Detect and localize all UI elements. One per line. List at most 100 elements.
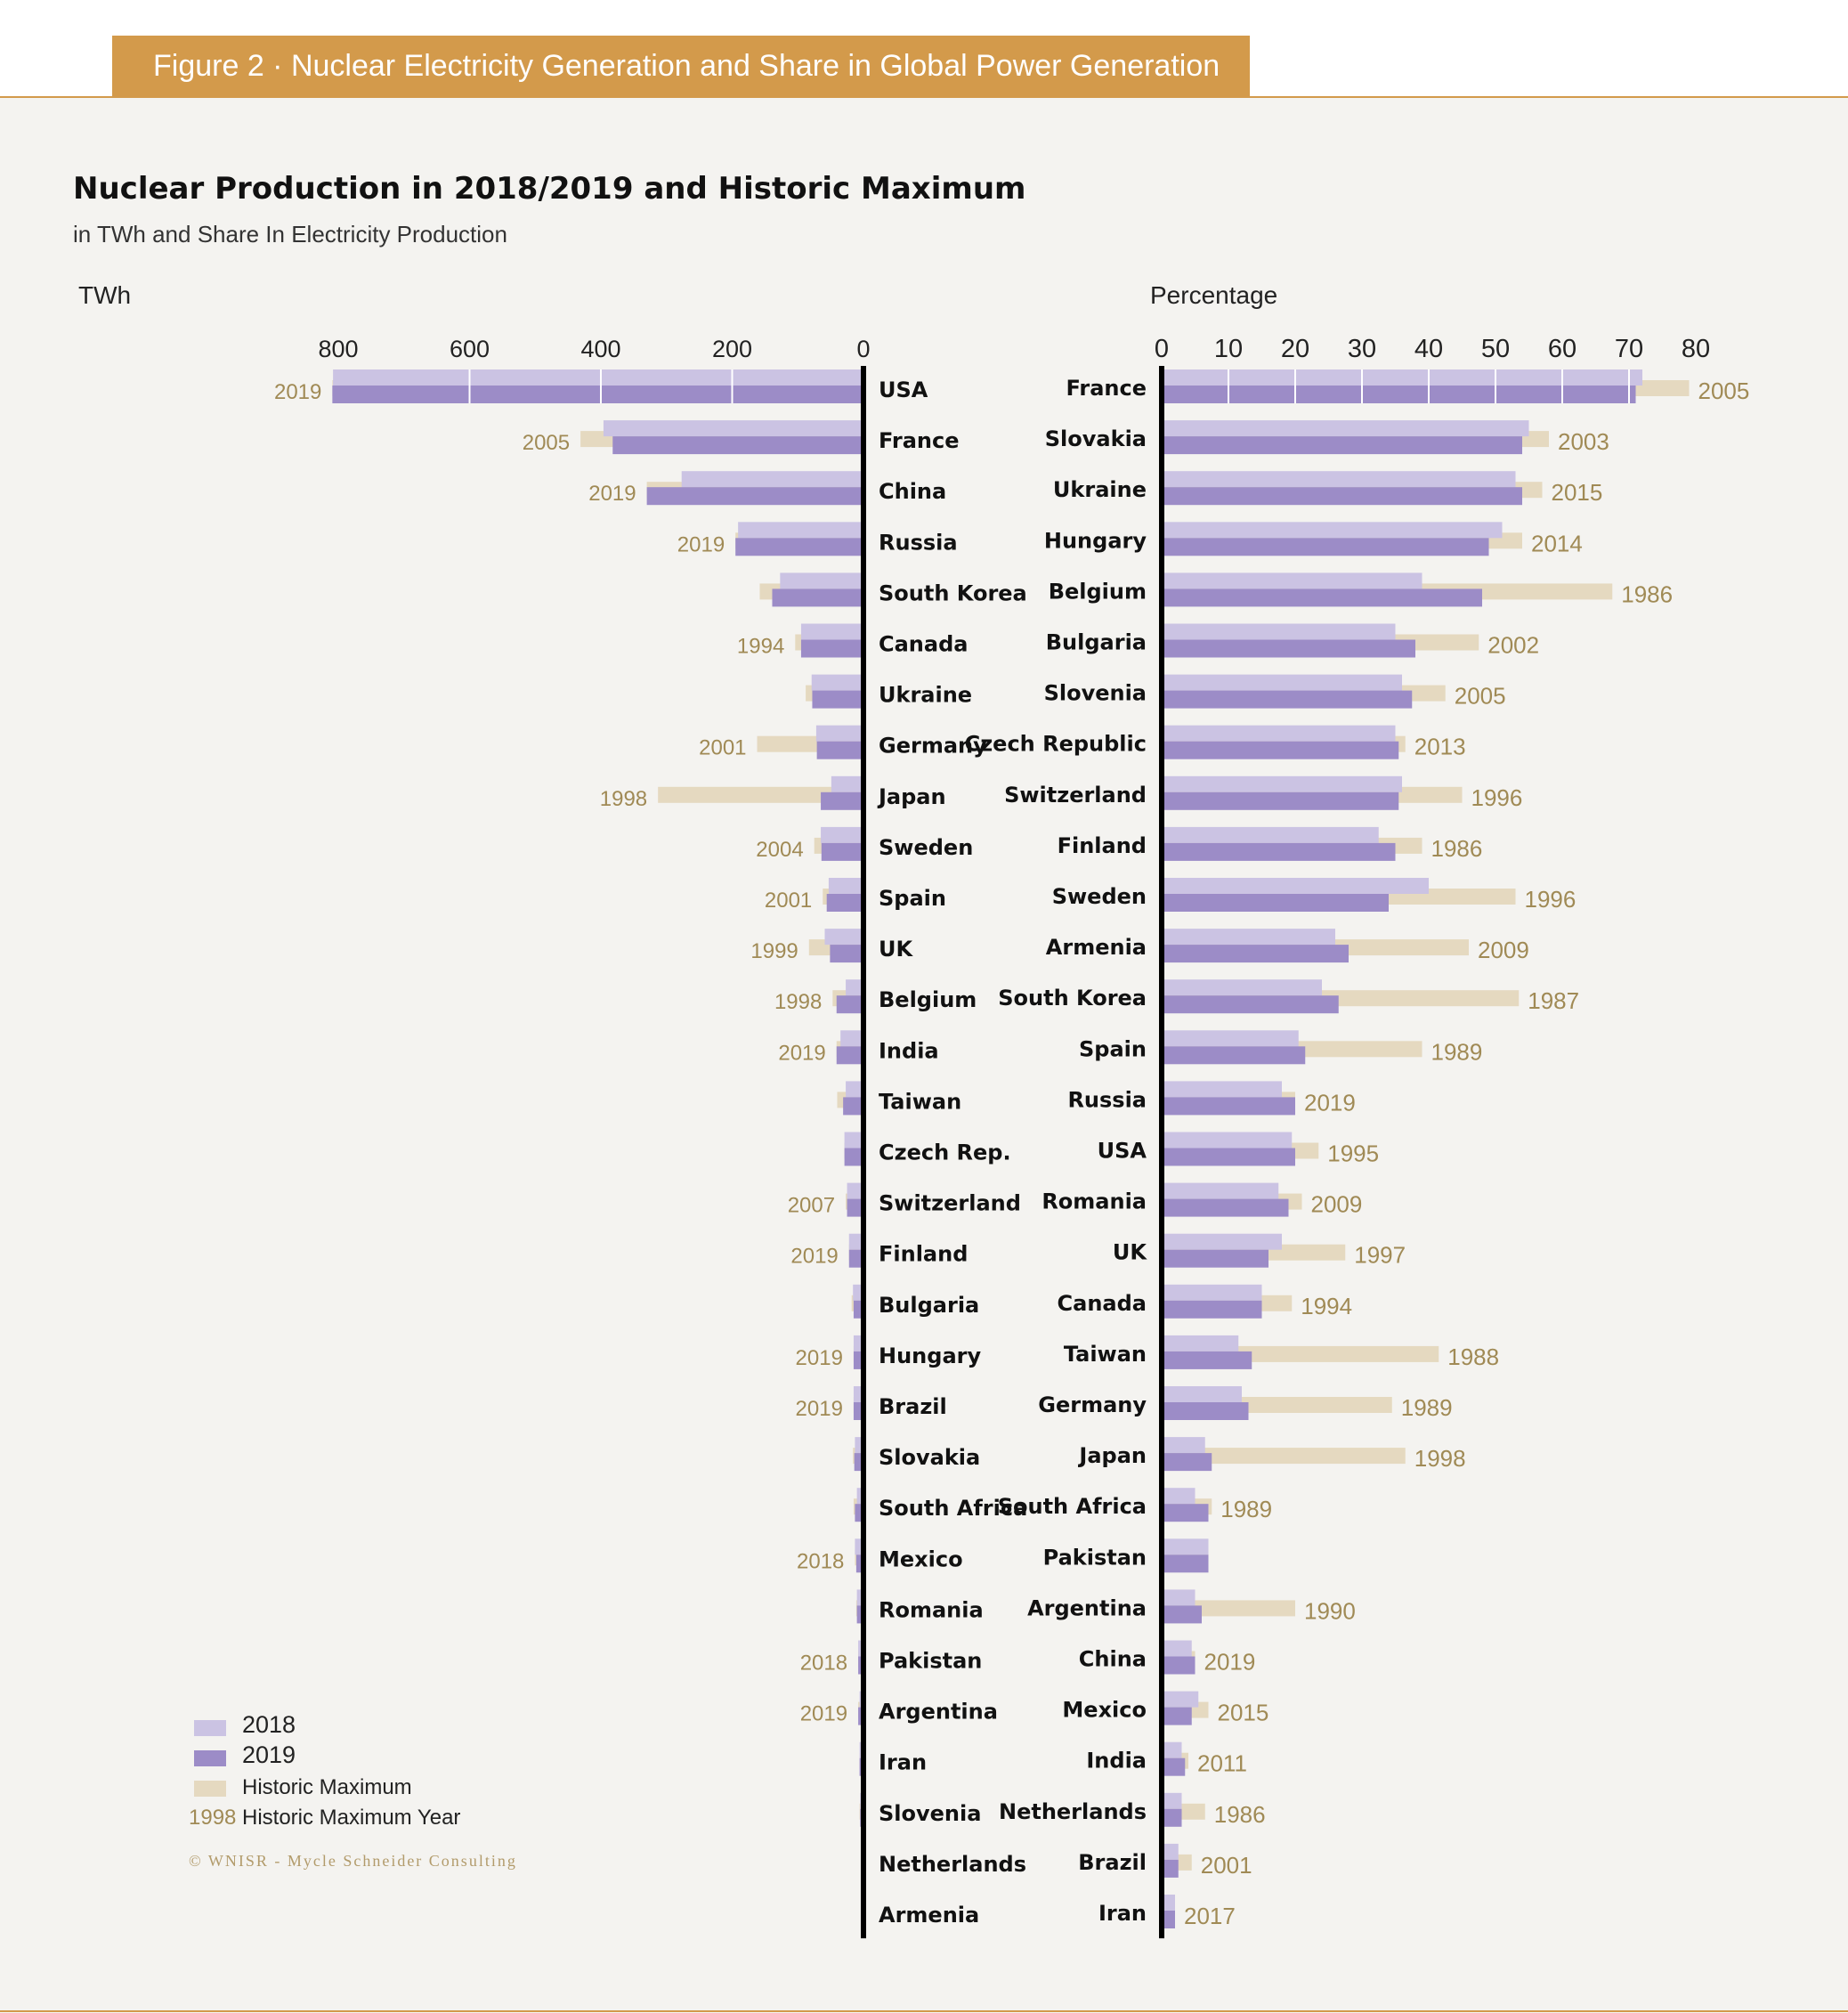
bar-2019-spain [826, 894, 863, 912]
bar-2019-india [836, 1046, 863, 1065]
country-label-pct-netherlands: Netherlands [999, 1799, 1147, 1824]
country-label-pct-france: France [1066, 376, 1147, 401]
country-label-pct-pakistan: Pakistan [1043, 1545, 1147, 1570]
bar-2019-brazil [853, 1402, 863, 1420]
year-label-pct-slovenia: 2005 [1455, 683, 1506, 710]
bar-2019-taiwan [843, 1097, 863, 1116]
bar-2018-slovakia [855, 1437, 863, 1454]
country-label-twh-uk: UK [879, 937, 913, 962]
year-label-twh-switzerland: 2007 [788, 1194, 835, 1218]
country-label-twh-germany: Germany [879, 734, 987, 759]
country-label-twh-china: China [879, 479, 946, 504]
bar-2018-south-africa [856, 1488, 863, 1505]
bar-2018-mexico [855, 1538, 863, 1555]
bar-2018-belgium [846, 979, 863, 996]
country-label-pct-armenia: Armenia [1046, 935, 1147, 960]
bar-2018-india [840, 1030, 863, 1047]
country-label-twh-slovakia: Slovakia [879, 1445, 980, 1470]
tick-label-twh-600: 600 [450, 336, 490, 362]
bar-2019-south-africa [855, 1504, 863, 1522]
year-label-twh-pakistan: 2018 [800, 1652, 847, 1676]
country-label-pct-brazil: Brazil [1078, 1850, 1147, 1875]
bar-pct-2019-india [1162, 1757, 1186, 1776]
year-label-pct-ukraine: 2015 [1552, 479, 1603, 506]
year-label-pct-sweden: 1996 [1525, 886, 1576, 913]
bar-pct-2019-south-africa [1162, 1504, 1209, 1522]
bar-pct-2018-switzerland [1162, 775, 1402, 792]
year-label-twh-mexico: 2018 [797, 1549, 844, 1573]
bar-pct-2019-canada [1162, 1300, 1262, 1319]
bar-pct-2019-russia [1162, 1097, 1295, 1116]
bar-2019-uk [830, 945, 863, 963]
bar-pct-2019-brazil [1162, 1859, 1179, 1878]
bottom-rule [0, 2010, 1848, 2012]
country-label-twh-bulgaria: Bulgaria [879, 1293, 979, 1318]
country-label-twh-spain: Spain [879, 886, 946, 911]
bar-pct-2019-slovenia [1162, 690, 1413, 709]
country-label-pct-germany: Germany [1038, 1392, 1147, 1417]
year-label-twh-hungary: 2019 [796, 1346, 843, 1370]
bar-2018-uk [824, 929, 863, 946]
bar-pct-2018-japan [1162, 1437, 1205, 1454]
year-label-twh-china: 2019 [588, 482, 636, 506]
year-label-twh-finland: 2019 [790, 1245, 838, 1269]
bar-pct-2019-argentina [1162, 1605, 1202, 1624]
bar-2019-canada [800, 639, 863, 658]
year-label-twh-spain: 2001 [765, 889, 812, 913]
year-label-pct-iran: 2017 [1184, 1903, 1236, 1929]
bar-pct-2019-romania [1162, 1198, 1289, 1217]
credit: © WNISR - Mycle Schneider Consulting [189, 1852, 517, 1870]
bar-pct-2018-mexico [1162, 1691, 1199, 1708]
bar-2019-czech-rep [844, 1148, 863, 1166]
bar-pct-2018-germany [1162, 1386, 1242, 1402]
bar-pct-2018-iran [1162, 1895, 1175, 1911]
bar-pct-2018-brazil [1162, 1843, 1179, 1860]
bar-2019-russia [735, 538, 863, 556]
bar-pct-2018-india [1162, 1741, 1182, 1758]
tick-label-pct-80: 80 [1682, 335, 1710, 363]
tick-label-twh-800: 800 [318, 336, 358, 362]
legend-label-2019: 2019 [242, 1741, 296, 1768]
bar-2019-germany [816, 741, 863, 759]
country-label-twh-argentina: Argentina [879, 1700, 998, 1725]
year-label-pct-mexico: 2015 [1218, 1700, 1269, 1726]
bar-pct-2019-usa [1162, 1148, 1295, 1166]
tick-label-pct-20: 20 [1281, 335, 1309, 363]
tick-label-pct-50: 50 [1481, 335, 1510, 363]
bar-pct-2018-armenia [1162, 929, 1335, 946]
country-label-pct-sweden: Sweden [1052, 884, 1147, 909]
country-label-twh-switzerland: Switzerland [879, 1191, 1021, 1216]
year-label-pct-netherlands: 1986 [1214, 1801, 1266, 1828]
bar-2018-south-korea [780, 572, 863, 589]
country-label-twh-brazil: Brazil [879, 1394, 947, 1419]
bar-pct-2019-south-korea [1162, 995, 1339, 1014]
country-label-twh-armenia: Armenia [879, 1903, 979, 1928]
year-label-pct-armenia: 2009 [1478, 937, 1529, 963]
tick-label-pct-40: 40 [1414, 335, 1443, 363]
bar-pct-2019-france [1162, 386, 1636, 403]
year-label-pct-czech-republic: 2013 [1414, 734, 1466, 760]
year-label-twh-russia: 2019 [677, 532, 725, 556]
year-label-twh-japan: 1998 [600, 787, 647, 811]
country-label-twh-pakistan: Pakistan [879, 1649, 982, 1674]
bar-2019-usa [332, 386, 863, 403]
bar-pct-2018-netherlands [1162, 1792, 1182, 1809]
bar-pct-2019-hungary [1162, 538, 1489, 556]
chart-title: Nuclear Production in 2018/2019 and Hist… [73, 171, 1026, 207]
year-label-pct-uk: 1997 [1354, 1242, 1406, 1269]
tick-label-twh-200: 200 [712, 336, 752, 362]
bar-pct-2018-belgium [1162, 572, 1422, 589]
country-label-pct-canada: Canada [1058, 1291, 1147, 1316]
bar-2019-hungary [853, 1351, 863, 1369]
year-label-twh-uk: 1999 [750, 939, 798, 963]
country-label-pct-slovenia: Slovenia [1044, 681, 1147, 706]
year-label-pct-china: 2019 [1204, 1649, 1256, 1676]
country-label-twh-czech-rep: Czech Rep. [879, 1140, 1011, 1165]
country-label-twh-sweden: Sweden [879, 835, 973, 860]
bar-pct-2019-armenia [1162, 945, 1349, 963]
bar-2019-france [612, 436, 863, 455]
bar-2019-china [646, 487, 863, 506]
year-label-twh-india: 2019 [778, 1041, 825, 1065]
left-axis-label: TWh [78, 281, 132, 309]
